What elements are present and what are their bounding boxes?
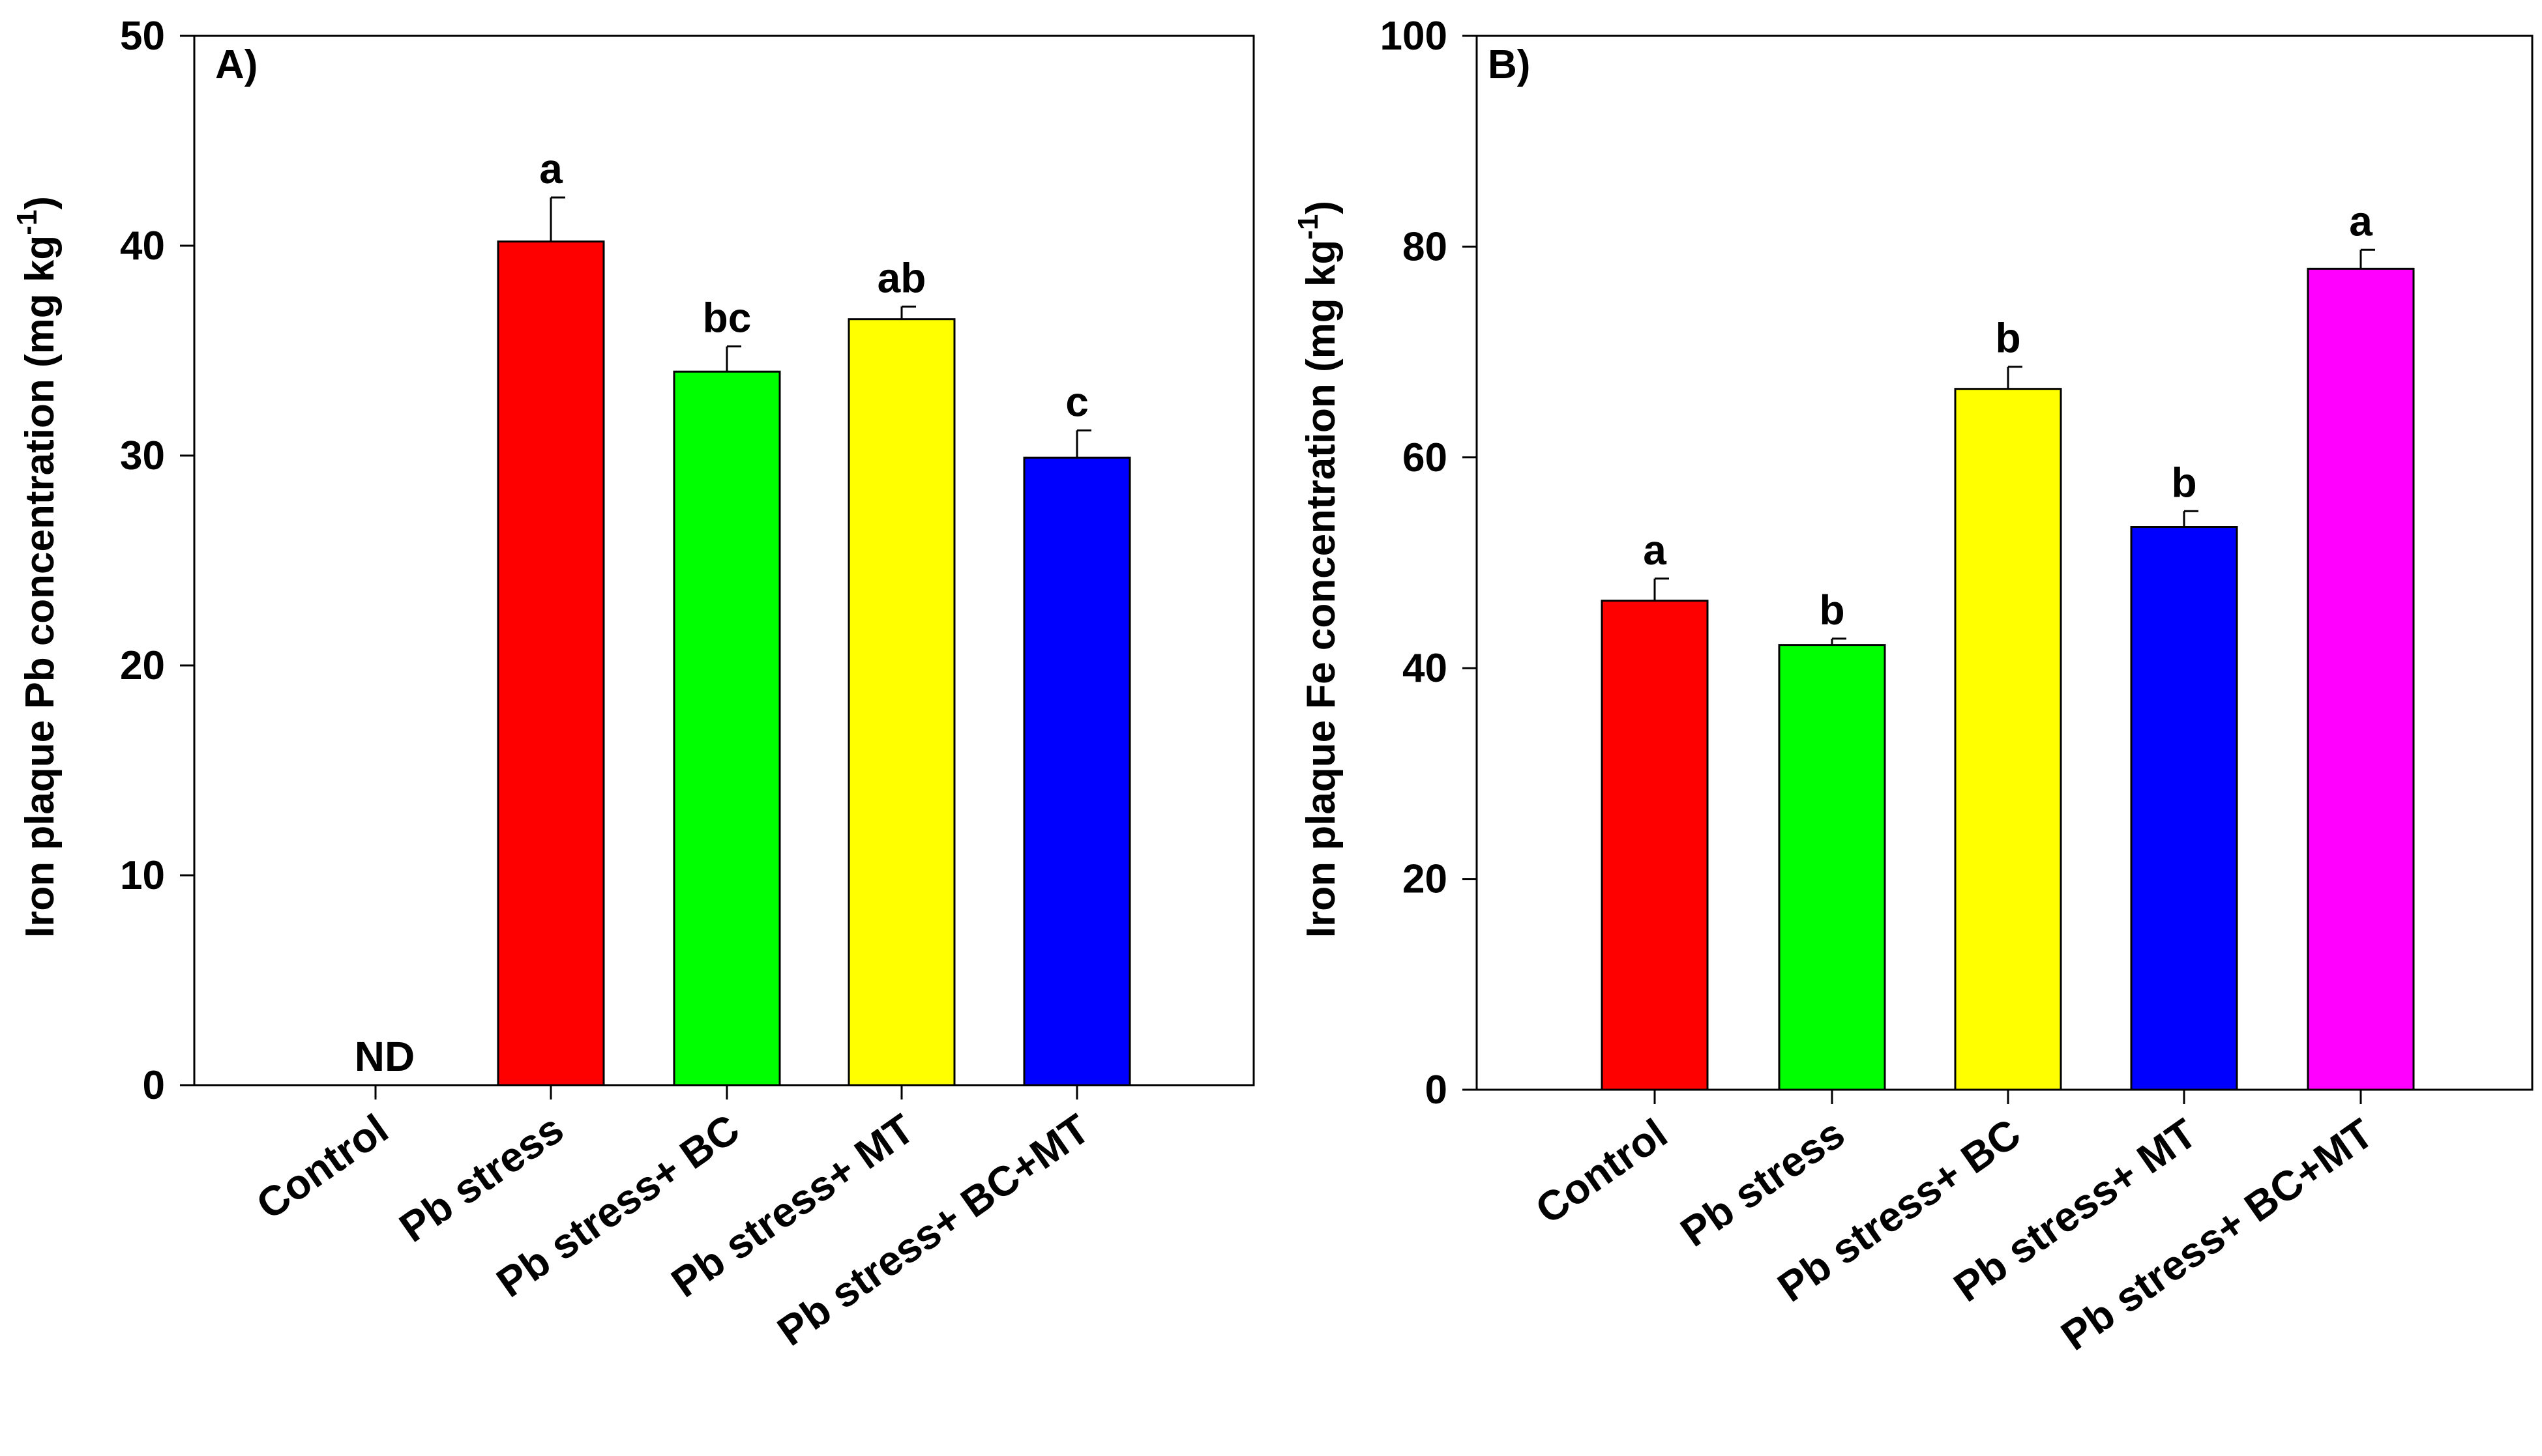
y-tick-label: 40 — [1402, 646, 1447, 691]
panel-label: A) — [215, 42, 258, 87]
plot-frame — [1475, 35, 2534, 1091]
bar-pb-stress — [497, 240, 605, 1086]
y-tick-label: 0 — [1425, 1068, 1447, 1113]
not-detected-label: ND — [355, 1033, 415, 1080]
bar-control — [1601, 600, 1709, 1091]
bar-pb-stress-mt — [2130, 526, 2238, 1091]
x-category-label: Control — [1527, 1109, 1676, 1232]
bar-pb-stress — [1778, 644, 1886, 1091]
significance-label: b — [2171, 459, 2196, 506]
bar-pb-stress-bc-mt — [2307, 267, 2415, 1091]
y-axis-title: Iron plaque Fe concentration (mg kg-1) — [1292, 201, 1344, 938]
significance-label: a — [2349, 197, 2372, 244]
y-tick-label: 30 — [120, 433, 165, 478]
y-tick-label: 40 — [120, 224, 165, 269]
y-tick-label: 10 — [120, 853, 165, 898]
significance-label: b — [1995, 315, 2020, 362]
y-axis-title: Iron plaque Pb concentration (mg kg-1) — [11, 196, 63, 938]
y-tick-label: 0 — [143, 1063, 165, 1108]
bar-pb-stress-bc — [1954, 388, 2062, 1091]
y-tick-label: 100 — [1380, 14, 1447, 59]
significance-label: c — [1065, 378, 1089, 425]
significance-label: a — [539, 145, 563, 192]
y-tick-label: 20 — [120, 643, 165, 688]
x-category-label: Pb stress+ BC+MT — [769, 1105, 1098, 1354]
significance-label: a — [1643, 527, 1666, 574]
y-tick-label: 60 — [1402, 435, 1447, 480]
panel-label: B) — [1488, 42, 1530, 87]
x-category-label: Pb stress+ BC+MT — [2052, 1109, 2382, 1359]
y-tick-label: 20 — [1402, 857, 1447, 902]
bar-pb-stress-bc — [673, 370, 781, 1086]
significance-label: ab — [878, 254, 926, 301]
significance-label: bc — [703, 295, 752, 342]
significance-label: b — [1819, 587, 1844, 633]
x-category-label: Control — [248, 1105, 396, 1228]
y-tick-label: 80 — [1402, 224, 1447, 269]
bar-pb-stress-bc-mt — [1023, 456, 1131, 1086]
bar-pb-stress-mt — [848, 318, 956, 1086]
y-tick-label: 50 — [120, 14, 165, 59]
plot-frame — [193, 35, 1255, 1086]
